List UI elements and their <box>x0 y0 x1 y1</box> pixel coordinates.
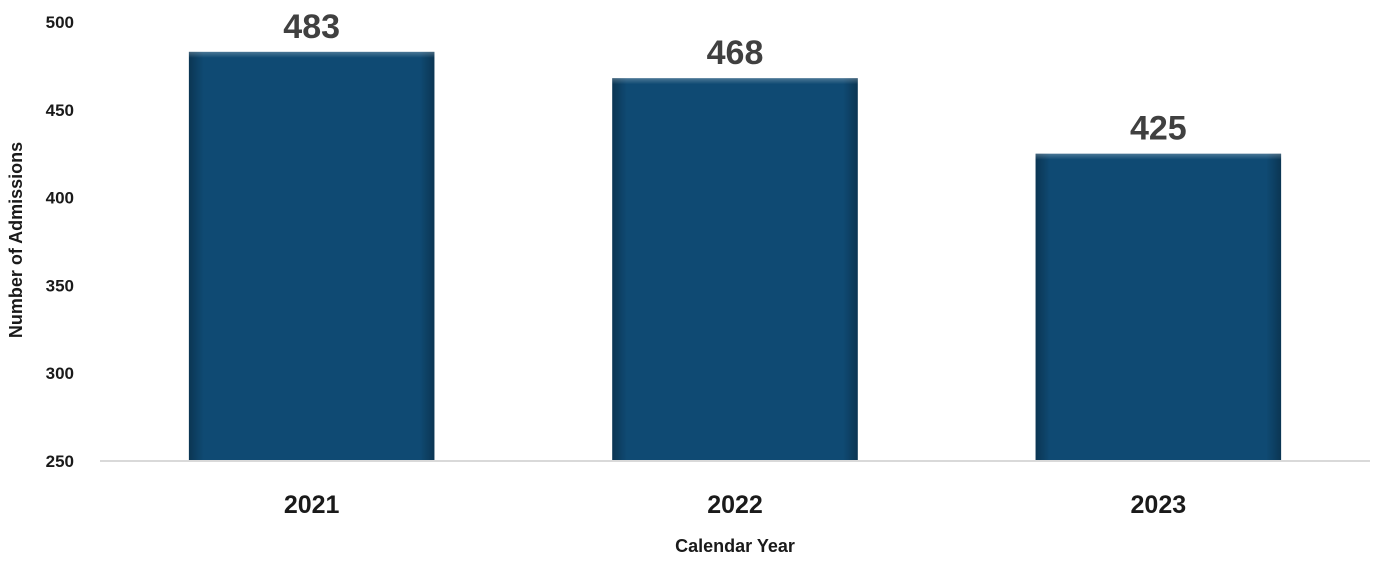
y-tick-label: 350 <box>46 276 74 295</box>
y-axis-title: Number of Admissions <box>6 142 26 338</box>
data-label: 483 <box>283 8 340 46</box>
bar-shade <box>188 51 435 462</box>
bar-shade <box>612 78 858 461</box>
data-label: 468 <box>707 34 764 72</box>
x-tick-label: 2021 <box>284 491 340 519</box>
bar-top-highlight <box>188 51 435 58</box>
y-tick-label: 450 <box>46 101 74 120</box>
bar-top-highlight <box>612 78 858 85</box>
bar-2023 <box>1035 153 1282 461</box>
y-tick-label: 500 <box>46 13 74 32</box>
data-label: 425 <box>1130 110 1187 148</box>
x-tick-label: 2023 <box>1131 491 1187 519</box>
x-tick-label: 2022 <box>707 491 763 519</box>
x-axis-ticks: 2021 2022 2023 <box>284 491 1186 519</box>
y-tick-label: 400 <box>46 189 74 208</box>
y-tick-label: 250 <box>46 452 74 471</box>
bar-2021 <box>188 51 435 462</box>
bar-2022 <box>612 78 858 461</box>
bars-layer <box>188 51 1282 462</box>
y-axis-ticks: 250 300 350 400 450 500 <box>46 13 74 471</box>
bar-shade <box>1035 153 1282 461</box>
y-tick-label: 300 <box>46 364 74 383</box>
bar-top-highlight <box>1035 153 1282 160</box>
x-axis-title: Calendar Year <box>675 536 795 556</box>
data-labels: 483 468 425 <box>283 8 1186 148</box>
